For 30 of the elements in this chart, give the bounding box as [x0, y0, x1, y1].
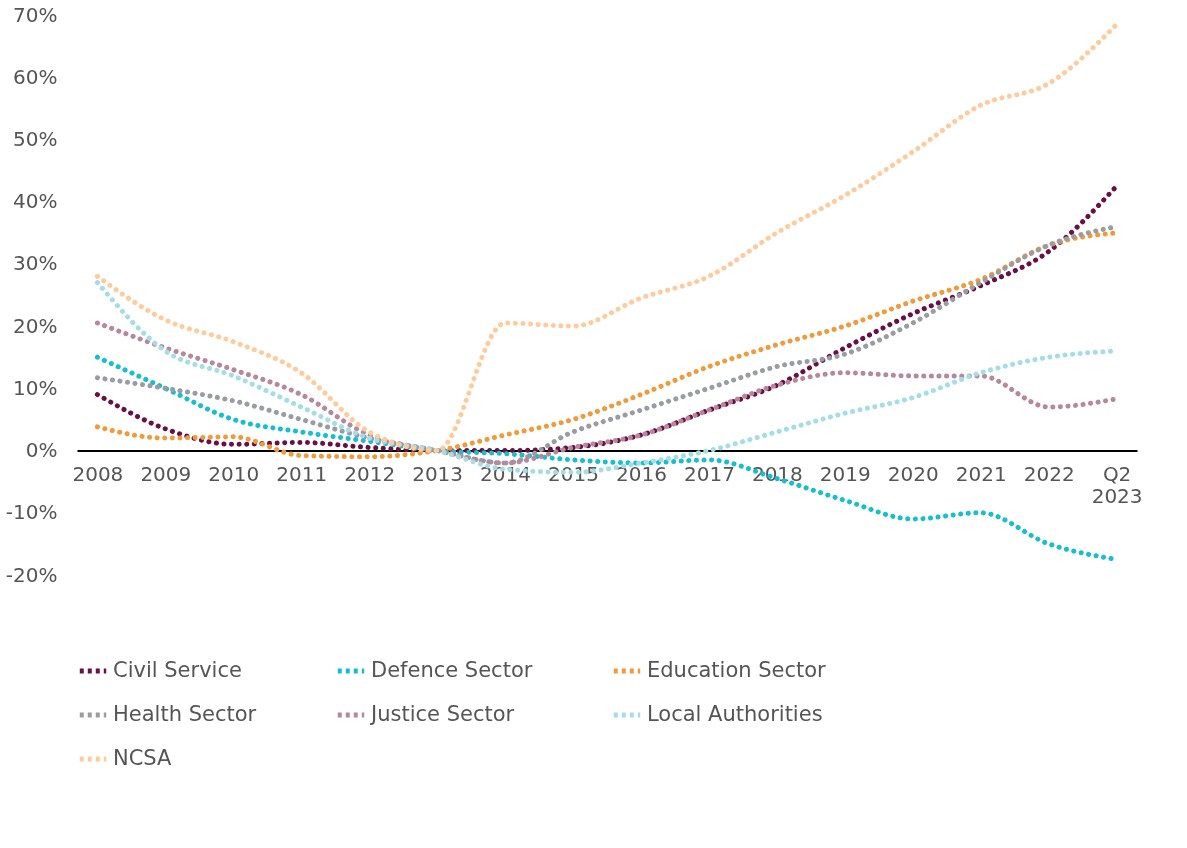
y-tick-label: 50%: [13, 126, 58, 151]
x-tick-label: 2016: [616, 462, 667, 487]
legend-label: Local Authorities: [647, 702, 823, 726]
legend-label: Defence Sector: [371, 658, 533, 682]
y-tick-label: 10%: [13, 375, 58, 400]
x-tick-label: 2009: [140, 462, 192, 487]
legend-label: NCSA: [113, 746, 173, 770]
legend-label: Civil Service: [113, 658, 242, 682]
y-tick-label: 0%: [25, 438, 58, 463]
x-tick-label: 2019: [819, 462, 871, 487]
y-tick-label: 30%: [13, 251, 58, 276]
y-tick-label: -20%: [5, 562, 58, 587]
y-tick-label: 60%: [13, 64, 58, 89]
x-tick-label: 2022: [1023, 462, 1075, 487]
x-tick-label: 2021: [955, 462, 1007, 487]
x-tick-label: 2010: [208, 462, 260, 487]
y-tick-label: -10%: [5, 500, 58, 525]
x-tick-label: 2020: [887, 462, 939, 487]
x-tick-label: Q2 2023: [1091, 462, 1143, 509]
x-tick-label: 2013: [412, 462, 464, 487]
y-tick-label: 40%: [13, 189, 58, 214]
legend-label: Health Sector: [113, 702, 257, 726]
y-tick-label: 20%: [13, 313, 58, 338]
x-tick-label: 2017: [683, 462, 735, 487]
x-tick-label: 2012: [344, 462, 396, 487]
x-tick-label: 2008: [72, 462, 124, 487]
y-tick-label: 70%: [13, 2, 58, 27]
legend-label: Education Sector: [647, 658, 827, 682]
x-tick-label: 2011: [276, 462, 328, 487]
legend-label: Justice Sector: [369, 702, 515, 726]
